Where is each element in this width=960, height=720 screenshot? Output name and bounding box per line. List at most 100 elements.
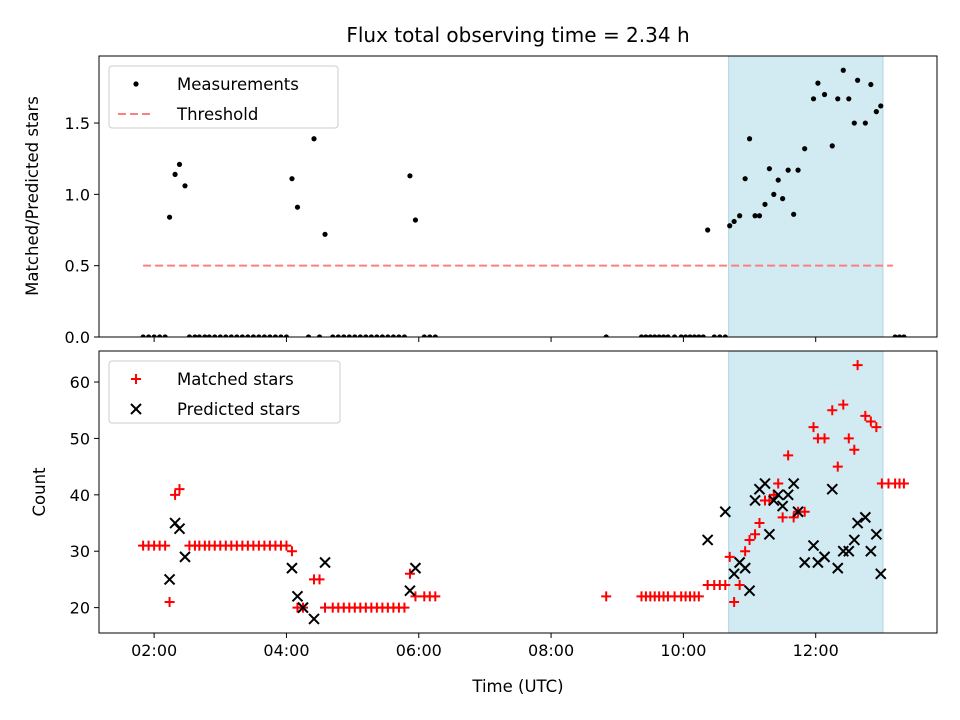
data-point xyxy=(840,67,846,73)
data-point xyxy=(357,334,363,337)
data-point xyxy=(322,231,328,237)
data-point xyxy=(390,334,397,337)
data-point xyxy=(788,512,799,523)
data-point xyxy=(832,562,844,574)
data-point xyxy=(286,562,298,574)
data-point xyxy=(791,211,797,217)
data-point xyxy=(412,217,419,223)
legend-box xyxy=(108,65,339,129)
data-point xyxy=(727,223,733,229)
shaded-region xyxy=(728,55,884,338)
data-point xyxy=(173,522,186,535)
legend-swatch-matched xyxy=(131,374,141,384)
data-point xyxy=(846,96,852,102)
series-matched-stars xyxy=(138,360,909,613)
data-point xyxy=(179,551,191,563)
data-point xyxy=(798,556,811,569)
data-point xyxy=(671,334,678,337)
data-point xyxy=(766,166,773,172)
data-point xyxy=(896,334,903,337)
legend: Measurements Threshold xyxy=(108,65,339,129)
data-point xyxy=(421,334,427,337)
data-point xyxy=(819,433,830,444)
data-point xyxy=(743,584,756,597)
y-tick-label: 60 xyxy=(70,373,90,392)
data-point xyxy=(385,334,391,337)
x-axis-label: Time (UTC) xyxy=(471,677,563,696)
data-point xyxy=(217,334,223,337)
data-point xyxy=(297,601,309,614)
data-point xyxy=(182,183,188,189)
data-point xyxy=(852,360,863,371)
data-point xyxy=(843,545,855,557)
data-point xyxy=(286,546,297,557)
legend-box xyxy=(108,360,341,424)
data-point xyxy=(212,334,218,337)
bottom-y-axis-label: Count xyxy=(30,467,49,517)
data-point xyxy=(898,478,909,489)
data-point xyxy=(826,483,838,495)
data-point xyxy=(711,334,717,337)
legend: Matched stars Predicted stars xyxy=(108,360,341,424)
data-point xyxy=(601,591,612,602)
data-point xyxy=(901,334,907,337)
data-point xyxy=(759,477,771,490)
data-point xyxy=(862,120,868,126)
data-point xyxy=(724,551,735,562)
data-point xyxy=(691,334,698,337)
data-point xyxy=(851,120,857,126)
data-point xyxy=(250,334,256,337)
data-point xyxy=(835,96,841,102)
data-point xyxy=(162,334,168,337)
data-point xyxy=(223,334,229,337)
data-point xyxy=(773,478,784,489)
data-point xyxy=(239,334,245,337)
data-point xyxy=(256,334,262,337)
data-point xyxy=(802,146,808,152)
data-point xyxy=(603,334,609,337)
data-layer xyxy=(138,360,909,625)
data-point xyxy=(427,334,433,337)
data-point xyxy=(832,461,843,472)
x-tick-label: 12:00 xyxy=(793,641,839,660)
data-point xyxy=(701,534,714,546)
data-point xyxy=(683,334,689,337)
data-point xyxy=(729,596,740,607)
data-point xyxy=(838,399,849,410)
data-point xyxy=(808,422,819,433)
data-point xyxy=(722,334,728,337)
data-point xyxy=(346,334,352,337)
data-point xyxy=(744,534,755,545)
data-point xyxy=(717,334,723,337)
axes-frame xyxy=(98,55,938,338)
data-point xyxy=(777,512,788,523)
data-point xyxy=(234,334,240,337)
data-point xyxy=(174,484,185,495)
data-point xyxy=(164,596,175,607)
data-point xyxy=(756,213,763,219)
data-point xyxy=(335,334,341,337)
data-point xyxy=(868,81,874,88)
data-point xyxy=(859,511,872,524)
data-point xyxy=(432,334,438,337)
data-point xyxy=(170,489,181,500)
data-point xyxy=(782,489,794,501)
data-point xyxy=(652,334,658,337)
top-panel: 0.0 0.5 1.0 1.5 Measurements Threshold xyxy=(65,55,938,347)
data-point xyxy=(810,96,817,102)
y-tick-label: 0.0 xyxy=(65,328,90,347)
data-point xyxy=(873,109,879,115)
data-point xyxy=(294,204,301,210)
data-point xyxy=(696,334,702,337)
data-point xyxy=(742,176,748,182)
data-point xyxy=(763,528,776,541)
data-point xyxy=(799,506,810,517)
data-point xyxy=(202,334,208,337)
data-point xyxy=(749,494,761,507)
data-point xyxy=(818,551,831,563)
data-point xyxy=(865,416,876,427)
data-point xyxy=(678,334,684,337)
data-point xyxy=(192,334,198,337)
data-point xyxy=(430,591,441,602)
y-tick-label: 1.5 xyxy=(65,114,90,133)
